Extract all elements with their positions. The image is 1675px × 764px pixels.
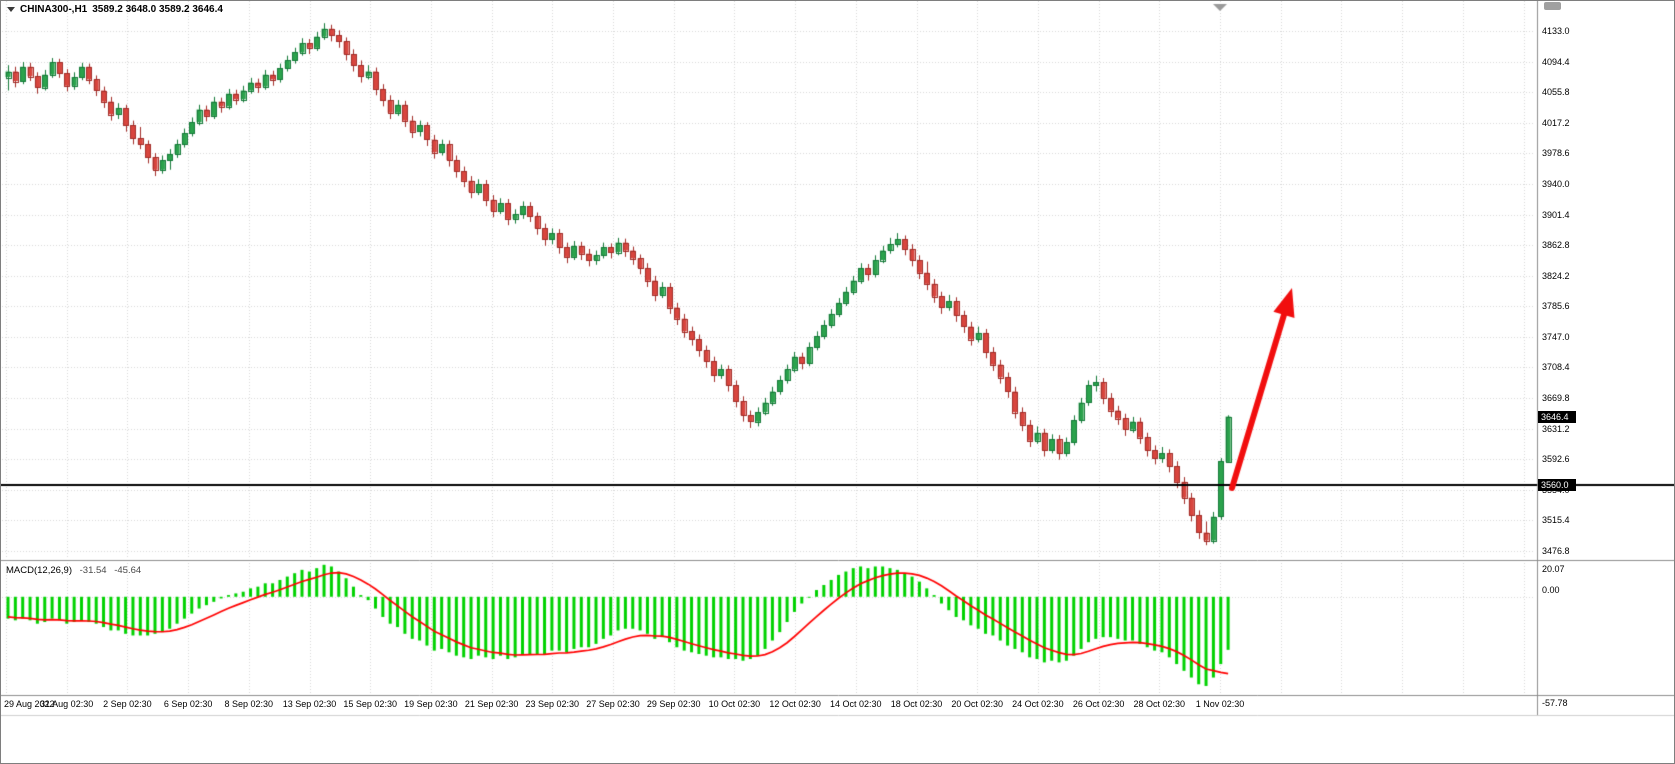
time-tick-label: 23 Sep 02:30: [525, 699, 580, 709]
macd-tick-label: 20.07: [1542, 564, 1565, 574]
time-tick-label: 29 Aug 2022: [4, 699, 55, 709]
time-tick-label: 8 Sep 02:30: [224, 699, 274, 709]
time-tick-label: 10 Oct 02:30: [708, 699, 761, 709]
time-tick-label: 2 Sep 02:30: [103, 699, 152, 709]
time-tick-label: 19 Sep 02:30: [404, 699, 458, 709]
price-tick-label: 3515.4: [1542, 515, 1570, 526]
time-tick-label: 31 Aug 02:30: [40, 699, 94, 709]
time-tick-label: 28 Oct 02:30: [1133, 699, 1186, 709]
time-tick-label: 21 Sep 02:30: [464, 699, 519, 709]
macd-main-value: -31.54: [79, 565, 107, 576]
price-tick-label: 3978.6: [1542, 148, 1570, 159]
symbol-period-label: CHINA300-,H1: [20, 4, 88, 15]
time-tick-label: 12 Oct 02:30: [769, 699, 821, 709]
time-tick-label: 18 Oct 02:30: [890, 699, 943, 709]
macd-indicator-label: MACD(12,26,9) -31.54 -45.64: [6, 565, 141, 576]
time-tick-label: 1 Nov 02:30: [1195, 699, 1245, 709]
price-tick-label: 3669.8: [1542, 393, 1570, 404]
macd-tick-label: -57.78: [1542, 698, 1568, 708]
price-tick-label: 4133.0: [1542, 26, 1570, 37]
time-tick-label: 14 Oct 02:30: [830, 699, 882, 709]
price-tick-label: 3592.6: [1542, 454, 1570, 465]
price-tick-label: 3940.0: [1542, 178, 1570, 189]
level-price-badge: 3560.0: [1538, 479, 1576, 491]
macd-name-label: MACD(12,26,9): [6, 565, 72, 576]
time-tick-label: 26 Oct 02:30: [1072, 699, 1125, 709]
time-tick-label: 20 Oct 02:30: [951, 699, 1003, 709]
time-tick-label: 27 Sep 02:30: [586, 699, 640, 709]
time-tick-label: 24 Oct 02:30: [1012, 699, 1064, 709]
chart-title: CHINA300-,H1 3589.2 3648.0 3589.2 3646.4: [7, 4, 223, 15]
price-tick-label: 3901.4: [1542, 209, 1570, 220]
price-tick-label: 4017.2: [1542, 117, 1570, 128]
window-control-box[interactable]: [1544, 2, 1561, 10]
time-tick-label: 29 Sep 02:30: [646, 699, 701, 709]
price-tick-label: 3476.8: [1542, 545, 1570, 556]
price-tick-label: 3862.8: [1542, 240, 1570, 251]
time-tick-label: 15 Sep 02:30: [343, 699, 397, 709]
price-tick-label: 3747.0: [1542, 331, 1570, 342]
macd-axis[interactable]: [1538, 563, 1674, 695]
time-tick-label: 13 Sep 02:30: [282, 699, 337, 709]
price-tick-label: 4055.8: [1542, 87, 1570, 98]
price-tick-label: 3631.2: [1542, 423, 1570, 434]
macd-signal-value: -45.64: [114, 565, 142, 576]
ohlc-values-label: 3589.2 3648.0 3589.2 3646.4: [92, 4, 223, 15]
price-tick-label: 3708.4: [1542, 362, 1570, 373]
macd-tick-label: 0.00: [1542, 584, 1560, 595]
price-tick-label: 4094.4: [1542, 56, 1570, 67]
price-tick-label: 3785.6: [1542, 301, 1570, 312]
current-price-badge: 3646.4: [1538, 410, 1576, 423]
time-tick-label: 6 Sep 02:30: [163, 699, 213, 709]
one-click-trading-toggle-icon[interactable]: [7, 7, 15, 12]
price-tick-label: 3824.2: [1542, 270, 1570, 281]
